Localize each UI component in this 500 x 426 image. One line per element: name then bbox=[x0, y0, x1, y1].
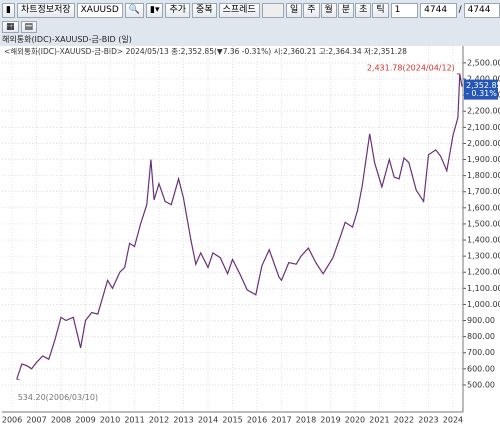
x-tick-label: 2012 bbox=[149, 416, 169, 425]
x-tick-label: 2007 bbox=[26, 416, 46, 425]
y-tick-label: 1,700.00 bbox=[467, 187, 500, 196]
overlap-button[interactable]: 중복 bbox=[192, 2, 217, 18]
x-tick-label: 2008 bbox=[51, 416, 71, 425]
y-tick-label: 1,800.00 bbox=[467, 171, 500, 180]
search-button[interactable]: 🔍 bbox=[124, 2, 144, 18]
separator: / bbox=[458, 5, 462, 15]
y-tick-label: 1,300.00 bbox=[467, 252, 500, 261]
axis-bg bbox=[463, 46, 500, 426]
last-change: - 0.31% bbox=[466, 89, 497, 98]
y-tick-label: 1,600.00 bbox=[467, 203, 500, 212]
last-price-box bbox=[464, 79, 498, 100]
y-tick-label: 1,100.00 bbox=[467, 284, 500, 293]
y-tick-label: 900.00 bbox=[467, 316, 495, 325]
y-tick-label: 2,200.00 bbox=[467, 107, 500, 116]
y-tick-label: 1,900.00 bbox=[467, 155, 500, 164]
x-tick-label: 2014 bbox=[198, 416, 218, 425]
x-tick-label: 2006 bbox=[2, 416, 22, 425]
spread-button[interactable]: 스프레드 bbox=[218, 2, 260, 18]
x-tick-label: 2023 bbox=[418, 416, 438, 425]
total-input: 4744 bbox=[463, 2, 500, 18]
x-tick-label: 2009 bbox=[75, 416, 95, 425]
period-button[interactable]: 분 bbox=[337, 2, 355, 18]
y-tick-label: 700.00 bbox=[467, 348, 495, 357]
save-button[interactable]: 차트정보저장 bbox=[16, 2, 75, 18]
chart-bg bbox=[0, 46, 500, 426]
symbol-input[interactable]: XAUUSD bbox=[76, 2, 123, 18]
tool-button[interactable]: ▤ bbox=[20, 21, 38, 33]
last-price: 2,352.85 bbox=[466, 81, 500, 90]
tool-row: ▦ ▤ bbox=[0, 20, 500, 34]
annotation: 534.20(2006/03/10) bbox=[18, 393, 98, 402]
chart: <해외통화(IDC)-XAUUSD-금-BID> 2024/05/13 종:2,… bbox=[0, 46, 500, 426]
x-tick-label: 2020 bbox=[345, 416, 365, 425]
blank-button[interactable] bbox=[261, 2, 284, 18]
y-tick-label: 600.00 bbox=[467, 364, 495, 373]
annotation: 2,431.78(2024/04/12) bbox=[367, 63, 455, 72]
count-input[interactable]: 4744 bbox=[420, 2, 457, 18]
y-tick-label: 800.00 bbox=[467, 332, 495, 341]
x-tick-label: 2016 bbox=[247, 416, 267, 425]
y-tick-label: 1,400.00 bbox=[467, 236, 500, 245]
period-button[interactable]: 일 bbox=[285, 2, 303, 18]
y-tick-label: 2,400.00 bbox=[467, 75, 500, 84]
x-tick-label: 2022 bbox=[394, 416, 414, 425]
tool-button[interactable]: ▦ bbox=[2, 21, 19, 33]
period-button[interactable]: 틱 bbox=[372, 2, 389, 18]
y-tick-label: 2,000.00 bbox=[467, 139, 500, 148]
period-button[interactable]: 월 bbox=[320, 2, 337, 18]
y-tick-label: 500.00 bbox=[467, 380, 495, 389]
x-tick-label: 2011 bbox=[124, 416, 144, 425]
x-tick-label: 2018 bbox=[296, 416, 316, 425]
y-tick-label: 2,100.00 bbox=[467, 123, 500, 132]
y-tick-label: 2,500.00 bbox=[467, 58, 500, 67]
info-line: <해외통화(IDC)-XAUUSD-금-BID> 2024/05/13 종:2,… bbox=[4, 46, 407, 56]
y-tick-label: 1,200.00 bbox=[467, 268, 500, 277]
x-tick-label: 2015 bbox=[222, 416, 242, 425]
chart-type-button[interactable]: ▮▾ bbox=[146, 2, 164, 18]
x-tick-label: 2013 bbox=[173, 416, 193, 425]
x-tick-label: 2017 bbox=[271, 416, 291, 425]
period-button[interactable]: 초 bbox=[355, 2, 372, 18]
x-tick-label: 2010 bbox=[100, 416, 120, 425]
add-button[interactable]: 추가 bbox=[165, 2, 191, 18]
x-tick-label: 2019 bbox=[320, 416, 340, 425]
interval-input[interactable]: 1 bbox=[390, 2, 419, 18]
y-tick-label: 1,500.00 bbox=[467, 219, 500, 228]
menu-button[interactable]: ▮ bbox=[2, 2, 15, 18]
period-button[interactable]: 주 bbox=[303, 2, 320, 18]
x-tick-label: 2024 bbox=[443, 416, 463, 425]
y-tick-label: 1,000.00 bbox=[467, 300, 500, 309]
price-line bbox=[16, 73, 463, 380]
tab-title[interactable]: 해외통화(IDC)-XAUUSD-금-BID (일) bbox=[2, 35, 132, 44]
x-tick-label: 2021 bbox=[369, 416, 389, 425]
